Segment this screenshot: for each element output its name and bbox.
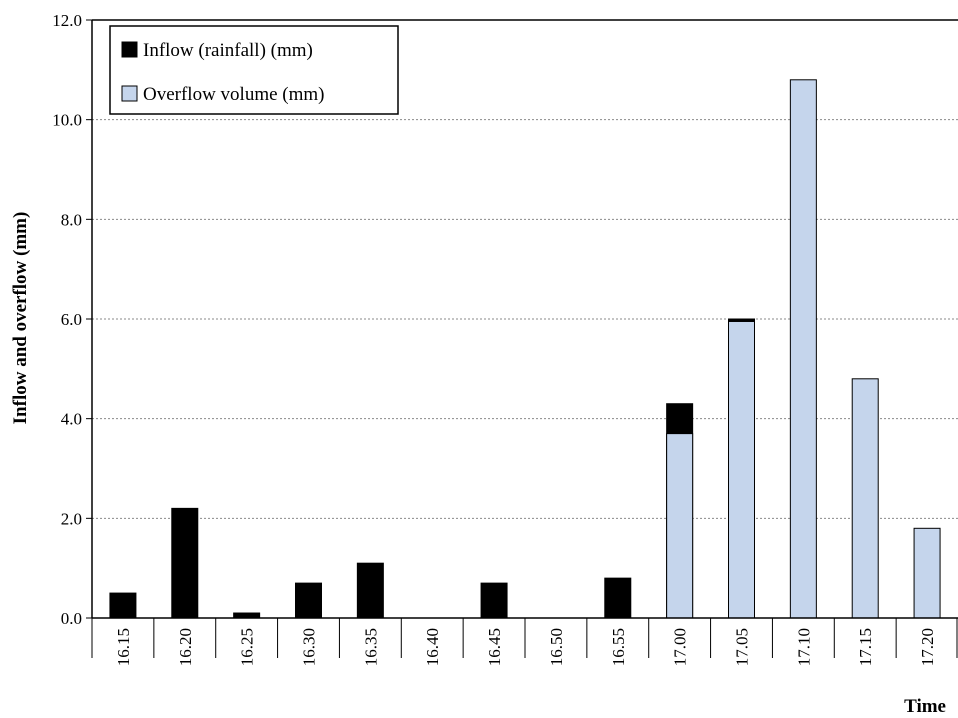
x-tick-label: 16.50 (547, 628, 566, 666)
y-tick-label: 4.0 (61, 410, 82, 429)
legend-swatch-inflow (121, 41, 138, 58)
legend: Inflow (rainfall) (mm) Overflow volume (… (109, 25, 399, 115)
x-tick-label: 16.25 (238, 628, 257, 666)
y-axis-title: Inflow and overflow (mm) (10, 212, 31, 425)
x-tick-label: 17.15 (856, 628, 875, 666)
y-tick-label: 12.0 (52, 11, 82, 30)
x-tick-labels: 16.15 16.20 16.25 16.30 16.35 16.40 16.45 16.50… (114, 628, 937, 666)
legend-box (109, 25, 399, 115)
x-tick-label: 16.15 (114, 628, 133, 666)
x-tick-label: 16.55 (609, 628, 628, 666)
legend-swatch-overflow (121, 85, 138, 102)
y-tick-labels: 0.0 2.0 4.0 6.0 8.0 10.0 12.0 (52, 11, 82, 628)
bar-overflow (913, 527, 941, 619)
x-tick-label: 16.30 (300, 628, 319, 666)
axes (86, 19, 958, 658)
x-tick-label: 16.45 (485, 628, 504, 666)
x-tick-label: 17.10 (794, 628, 813, 666)
bar-overflow (851, 378, 879, 619)
bar-inflow (171, 507, 199, 619)
x-tick-label: 16.35 (361, 628, 380, 666)
y-tick-label: 0.0 (61, 609, 82, 628)
y-tick-label: 2.0 (61, 509, 82, 528)
gridlines (92, 119, 958, 519)
legend-label-inflow: Inflow (rainfall) (mm) (143, 40, 313, 61)
x-tick-label: 16.20 (176, 628, 195, 666)
x-tick-label: 17.05 (733, 628, 752, 666)
y-tick-label: 8.0 (61, 210, 82, 229)
bar-overflow (666, 433, 694, 619)
x-tick-label: 16.40 (423, 628, 442, 666)
x-axis-title: Time (904, 696, 946, 717)
bar-inflow (604, 577, 632, 619)
x-tick-label: 17.20 (918, 628, 937, 666)
bar-inflow (356, 562, 384, 619)
bar-overflow (789, 79, 817, 619)
y-tick-label: 10.0 (52, 111, 82, 130)
y-tick-label: 6.0 (61, 310, 82, 329)
bar-inflow (109, 592, 137, 619)
bars (109, 79, 941, 619)
bar-inflow (295, 582, 322, 619)
x-tick-label: 17.00 (671, 628, 690, 666)
bar-inflow (480, 582, 508, 619)
legend-label-overflow: Overflow volume (mm) (143, 84, 325, 105)
bar-overflow (728, 320, 755, 619)
